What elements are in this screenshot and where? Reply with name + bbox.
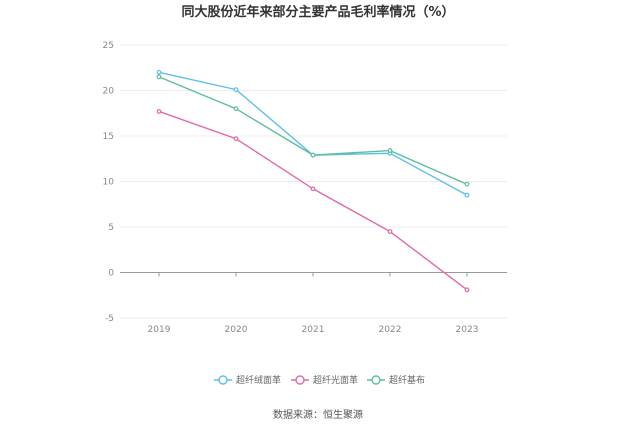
x-axis-ticks: 2019 2020 2021 2022 2023 [148, 272, 479, 335]
y-tick-label: 10 [103, 178, 115, 188]
chart-title: 同大股份近年来部分主要产品毛利率情况（%） [181, 4, 454, 20]
data-point [233, 106, 239, 112]
data-point [233, 87, 239, 92]
y-axis-ticks: -5 0 5 10 15 20 25 [103, 41, 115, 324]
x-tick-label: 2021 [302, 325, 325, 335]
data-point [233, 136, 239, 142]
y-tick-label: 0 [108, 269, 114, 279]
x-tick-label: 2019 [148, 325, 171, 335]
x-tick-label: 2023 [456, 325, 479, 335]
legend-label[interactable]: 超纤光面革 [313, 374, 358, 386]
data-point [156, 109, 162, 114]
legend-label[interactable]: 超纤绒面革 [236, 374, 281, 386]
x-tick-label: 2020 [225, 325, 248, 335]
data-point [464, 287, 470, 293]
legend-label[interactable]: 超纤基布 [389, 374, 425, 386]
data-point [310, 186, 316, 192]
data-point [156, 74, 162, 80]
y-tick-label: -5 [105, 314, 114, 324]
y-tick-label: 15 [103, 132, 114, 142]
grid [120, 44, 507, 319]
data-point [387, 148, 393, 153]
series-lines [156, 69, 470, 293]
y-tick-label: 5 [108, 223, 114, 233]
source-note: 数据来源：恒生聚源 [273, 408, 363, 421]
legend: 超纤绒面革 超纤光面革 超纤基布 [214, 374, 425, 386]
series-line [158, 76, 468, 185]
data-point [464, 192, 470, 198]
legend-swatch-marker[interactable] [371, 375, 381, 385]
legend-swatch-marker[interactable] [218, 375, 228, 385]
data-point [387, 229, 393, 234]
data-point [156, 69, 162, 75]
data-point [310, 152, 316, 158]
y-tick-label: 20 [103, 87, 115, 97]
series-line [158, 110, 468, 291]
x-tick-label: 2022 [379, 325, 402, 335]
data-point [464, 181, 470, 187]
y-tick-label: 25 [103, 41, 114, 51]
legend-swatch-marker[interactable] [295, 375, 305, 385]
